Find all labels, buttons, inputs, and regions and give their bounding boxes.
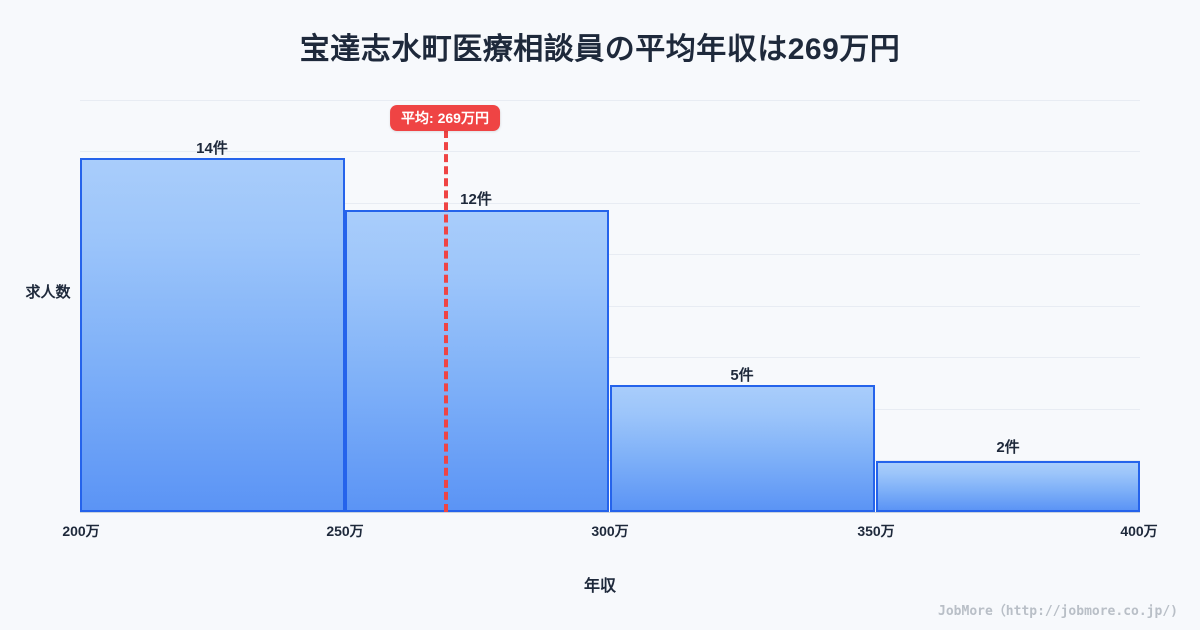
gridline (80, 203, 1140, 204)
watermark: JobMore（http://jobmore.co.jp/) (938, 604, 1178, 619)
bar-value-label-300-350: 5件 (730, 367, 754, 384)
x-tick-label-400: 400万 (1120, 523, 1158, 539)
x-tick-label-300: 300万 (591, 523, 629, 539)
bar-value-label-200-250: 14件 (196, 140, 228, 157)
average-line (444, 130, 448, 512)
x-tick-label-250: 250万 (326, 523, 364, 539)
gridline (80, 306, 1140, 307)
gridline (80, 254, 1140, 255)
x-axis-title: 年収 (583, 578, 616, 595)
bar-250-300[interactable] (345, 210, 609, 512)
x-axis-line (80, 512, 1140, 513)
bar-value-label-350-400: 2件 (996, 439, 1020, 456)
x-tick-label-350: 350万 (857, 523, 895, 539)
page-title: 宝達志水町医療相談員の平均年収は269万円 (299, 33, 901, 66)
bar-300-350[interactable] (610, 385, 875, 512)
bar-350-400[interactable] (876, 461, 1140, 512)
bar-200-250[interactable] (80, 158, 345, 512)
y-axis-title: 求人数 (25, 284, 71, 301)
gridline (80, 100, 1140, 101)
x-tick-label-200: 200万 (62, 523, 100, 539)
gridline (80, 357, 1140, 358)
gridline (80, 151, 1140, 152)
plot-area (80, 100, 1140, 512)
average-badge: 平均: 269万円 (390, 105, 500, 131)
bar-value-label-250-300: 12件 (460, 191, 492, 208)
